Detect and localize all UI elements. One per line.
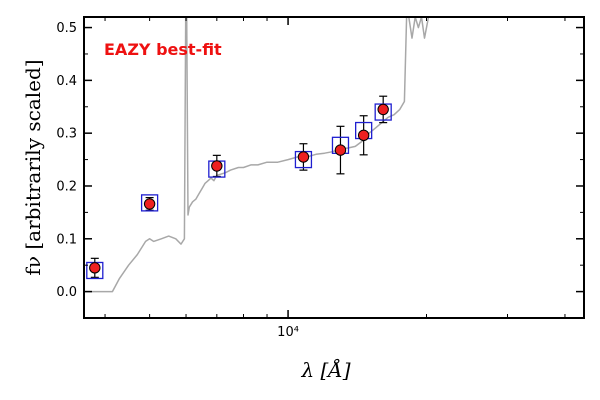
plot-content: [84, 17, 430, 293]
y-axis-label: fν [arbitrarily scaled]: [21, 59, 45, 275]
y-tick-label: 0.0: [56, 285, 77, 300]
data-point: [357, 129, 370, 141]
data-point: [143, 198, 156, 210]
data-point: [297, 151, 310, 163]
y-tick-label: 0.5: [56, 21, 77, 36]
x-tick-label: 10⁴: [277, 325, 299, 340]
data-point: [334, 144, 347, 156]
data-point: [211, 160, 223, 172]
y-tick-label: 0.4: [56, 74, 77, 89]
y-tick-label: 0.3: [56, 127, 77, 142]
axes: 0.0 0.1 0.2 0.3 0.4 0.5 10⁴: [56, 16, 585, 340]
data-point: [89, 262, 101, 274]
eazy-annotation: EAZY best-fit: [104, 40, 222, 59]
plot-frame: [83, 16, 585, 319]
y-tick-label: 0.2: [56, 179, 77, 194]
data-point: [377, 103, 389, 116]
x-axis-label: λ [Å]: [300, 357, 350, 382]
y-tick-label: 0.1: [56, 232, 77, 247]
sed-line: [84, 17, 430, 293]
model-square: [140, 194, 159, 212]
